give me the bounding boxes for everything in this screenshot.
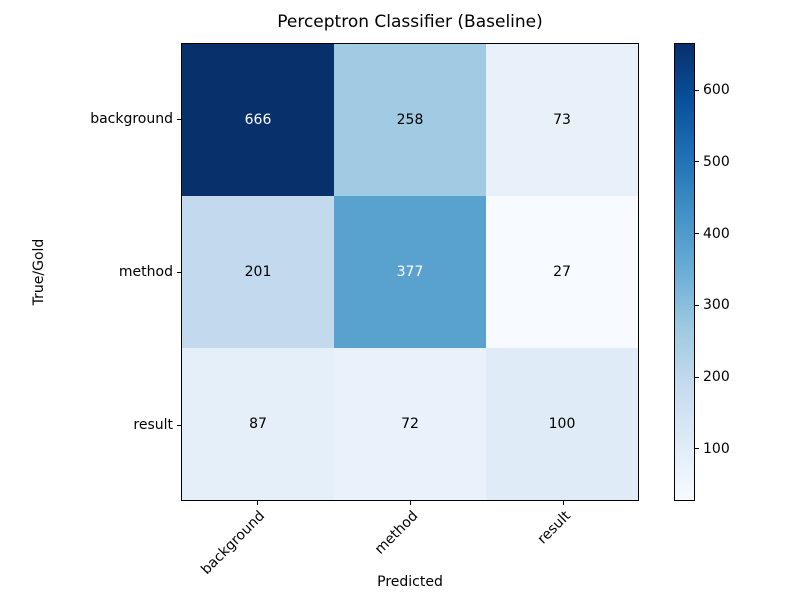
colorbar-tick-label: 500 (703, 153, 730, 170)
heatmap-cell-background-result: 73 (486, 44, 638, 196)
heatmap-cell-result-method: 72 (334, 348, 486, 500)
colorbar-tick: 500 (695, 154, 730, 170)
colorbar-tick-mark (695, 161, 699, 163)
heatmap-cell-result-result: 100 (486, 348, 638, 500)
x-tick-mark (257, 501, 258, 505)
colorbar-tick: 600 (695, 82, 730, 98)
heatmap-cell-method-background: 201 (182, 196, 334, 348)
y-tick-mark (177, 425, 181, 426)
colorbar-ticks: 100 200 300 400 500 600 (695, 43, 755, 501)
colorbar-tick-mark (695, 304, 699, 306)
y-tick-label-result: result (133, 417, 173, 433)
y-tick-mark (177, 272, 181, 273)
colorbar-tick-label: 200 (703, 369, 730, 385)
colorbar-tick-mark (695, 448, 699, 450)
x-tick-label-method: method (371, 508, 422, 558)
colorbar-tick-label: 400 (703, 225, 730, 242)
y-axis-label: True/Gold (31, 238, 47, 306)
heatmap-cell-background-background: 666 (182, 44, 334, 196)
colorbar-tick: 400 (695, 226, 730, 242)
heatmap-cell-background-method: 258 (334, 44, 486, 196)
y-tick-mark (177, 119, 181, 120)
heatmap-cell-method-method: 377 (334, 196, 486, 348)
x-tick-label-result: result (534, 508, 575, 548)
heatmap-cell-method-result: 27 (486, 196, 638, 348)
colorbar-tick-mark (695, 89, 699, 91)
x-tick-mark (410, 501, 411, 505)
colorbar-tick-mark (695, 376, 699, 378)
colorbar-tick: 300 (695, 297, 730, 313)
colorbar-tick: 100 (695, 441, 730, 457)
colorbar (674, 43, 695, 501)
x-tick-mark (563, 501, 564, 505)
colorbar-tick-label: 100 (703, 440, 730, 457)
heatmap-axes: 666 258 73 201 377 27 87 72 100 (181, 43, 639, 501)
y-tick-label-background: background (90, 111, 173, 127)
colorbar-tick: 200 (695, 369, 730, 385)
y-tick-label-method: method (118, 264, 173, 280)
colorbar-tick-label: 600 (703, 82, 730, 99)
colorbar-tick-label: 300 (703, 297, 730, 314)
x-tick-label-background: background (198, 508, 269, 578)
heatmap-cell-result-background: 87 (182, 348, 334, 500)
colorbar-tick-mark (695, 233, 699, 235)
x-axis-label: Predicted (377, 574, 443, 590)
chart-title: Perceptron Classifier (Baseline) (277, 12, 543, 32)
